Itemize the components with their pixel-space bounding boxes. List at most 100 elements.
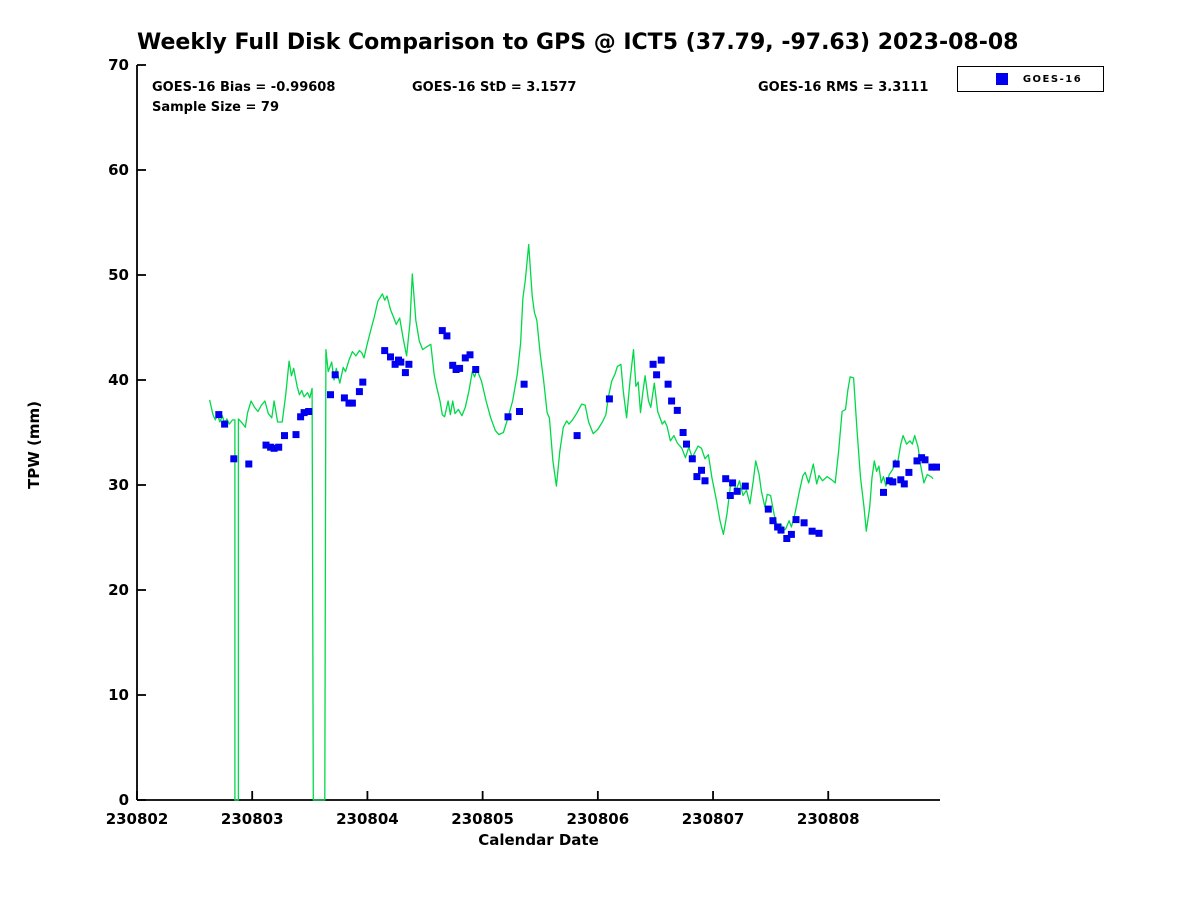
goes16-marker [764,505,772,513]
goes16-marker [305,408,313,415]
goes16-marker [726,492,734,499]
goes16-marker [777,526,785,534]
goes16-marker [292,431,300,439]
goes16-marker [348,399,356,407]
goes16-marker [397,358,405,366]
stat-sample-size: Sample Size = 79 [152,100,280,115]
goes16-marker [520,380,528,388]
goes16-marker [573,432,581,440]
goes16-marker [889,478,897,486]
legend-square-marker-icon [996,73,1008,85]
y-tick-label: 20 [108,581,129,599]
chart-title: Weekly Full Disk Comparison to GPS @ ICT… [137,30,1019,55]
goes16-marker [270,444,278,452]
goes16-marker [880,488,887,496]
goes16-marker [387,353,394,361]
goes16-marker [405,360,413,368]
x-tick-label: 230806 [567,810,630,828]
x-axis-label: Calendar Date [478,831,599,849]
goes16-marker [792,516,800,524]
goes16-marker [673,406,681,414]
goes16-marker [741,482,749,490]
legend: GOES-16 [957,66,1104,92]
axes [136,65,940,801]
goes16-marker [401,369,409,377]
goes16-marker [913,457,921,465]
goes16-marker [516,408,523,415]
y-axis-label: TPW (mm) [25,401,43,489]
y-tick-label: 70 [108,56,129,74]
x-tick-label: 230802 [106,810,169,828]
x-tick-label: 230805 [451,810,514,828]
goes16-marker [800,519,808,527]
stat-std: GOES-16 StD = 3.1577 [412,80,577,95]
goes16-marker [359,378,367,386]
goes16-marker [449,361,457,369]
goes16-marker [733,487,741,495]
goes16-marker [921,456,929,464]
x-tick-label: 230804 [336,810,399,828]
goes16-marker [245,460,253,468]
goes16-marker [504,413,512,421]
goes16-marker [679,429,687,436]
goes16-marker [472,366,480,373]
goes16-marker [668,397,676,405]
x-axis: 230802 230803 230804 230805 230806 230807 2308… [106,791,860,828]
goes16-marker [649,360,657,368]
goes16-marker [783,535,791,542]
goes16-marker [928,463,936,471]
goes16-marker [215,411,223,419]
gps-line [208,243,934,801]
legend-entry-label: GOES-16 [1022,73,1083,85]
goes16-marker [729,479,737,487]
goes16-marker [466,351,474,359]
x-tick-label: 230803 [221,810,284,828]
goes16-marker [297,413,305,421]
y-tick-label: 30 [108,476,129,494]
goes16-marker [693,473,701,481]
y-tick-label: 10 [108,686,129,704]
stat-rms: GOES-16 RMS = 3.3111 [758,80,929,95]
goes16-marker [688,455,696,463]
goes16-marker [461,354,469,362]
y-tick-label: 50 [108,266,129,284]
goes16-marker [456,364,464,372]
goes16-marker [701,477,709,485]
y-tick-label: 40 [108,371,129,389]
goes16-marker [664,380,672,388]
goes16-marker [275,443,283,451]
goes16-marker [443,332,451,340]
goes16-marker [933,463,940,471]
goes16-marker [815,529,823,537]
goes16-marker [438,327,446,335]
x-tick-label: 230807 [682,810,745,828]
goes16-marker [808,527,816,535]
goes16-marker [391,360,399,368]
goes16-marker [230,455,238,463]
goes16-marker [657,356,665,364]
goes16-marker [281,432,288,440]
goes16-marker [262,441,270,449]
goes16-marker [722,475,730,483]
x-tick-label: 230808 [797,810,860,828]
goes16-marker [221,420,229,428]
goes16-marker [897,476,905,484]
stat-bias: GOES-16 Bias = -0.99608 [152,80,336,95]
goes16-marker [683,440,690,448]
goes16-marker [331,371,339,379]
goes16-marker [355,388,363,396]
goes16-marker [300,409,308,417]
goes16-marker [892,460,900,468]
goes16-marker [905,468,913,476]
y-tick-label: 0 [119,791,129,809]
goes16-marker [900,480,908,488]
goes16-marker [787,530,795,538]
y-tick-label: 60 [108,161,129,179]
goes16-marker [769,517,777,525]
y-axis: 0 10 20 30 40 50 60 70 [108,56,146,809]
goes16-marker [327,391,334,399]
goes16-marker [340,394,348,402]
goes16-marker [698,466,705,474]
